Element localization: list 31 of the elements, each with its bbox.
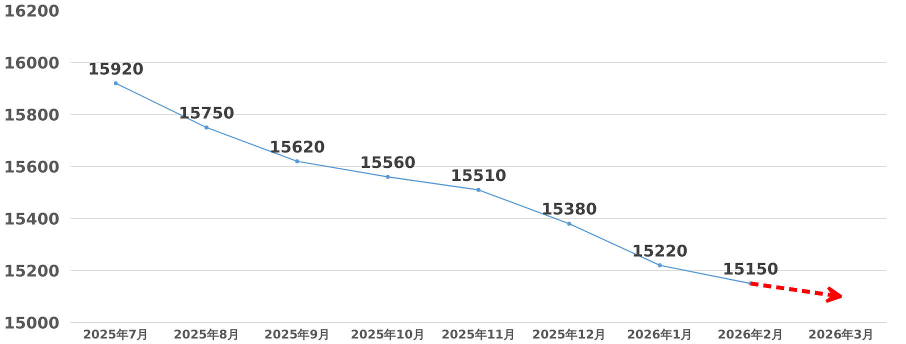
data-label: 15380 [541,200,598,219]
x-tick-label: 2026年2月 [718,328,784,342]
y-tick-label: 15200 [4,262,60,280]
x-tick-label: 2025年7月 [82,328,149,342]
point [658,263,662,268]
x-tick-label: 2025年12月 [532,328,606,342]
y-tick-label: 15600 [4,158,60,176]
x-tick-label: 2026年1月 [626,328,693,342]
data-label: 15620 [269,137,326,156]
point [386,174,390,179]
point [114,81,118,86]
point [476,188,480,192]
data-label: 15560 [360,152,416,172]
point [567,222,572,226]
y-tick-label: 15000 [4,314,60,332]
y-tick-label: 16000 [4,54,60,72]
data-label: 15510 [450,166,506,185]
data-label: 15220 [632,241,688,260]
data-label: 15920 [88,59,144,78]
point [295,159,300,164]
x-tick-label: 2025年11月 [441,328,516,342]
x-tick-label: 2025年10月 [350,328,425,342]
x-tick-label: 2025年8月 [174,328,240,342]
y-tick-label: 15800 [4,106,60,124]
y-tick-label: 16200 [4,2,60,20]
point [204,126,208,130]
y-tick-label: 15400 [4,210,60,228]
data-label: 15150 [722,260,778,278]
x-tick-label: 2025年9月 [264,328,330,342]
x-tick-label: 2026年3月 [808,328,874,342]
data-label: 15750 [178,104,234,122]
